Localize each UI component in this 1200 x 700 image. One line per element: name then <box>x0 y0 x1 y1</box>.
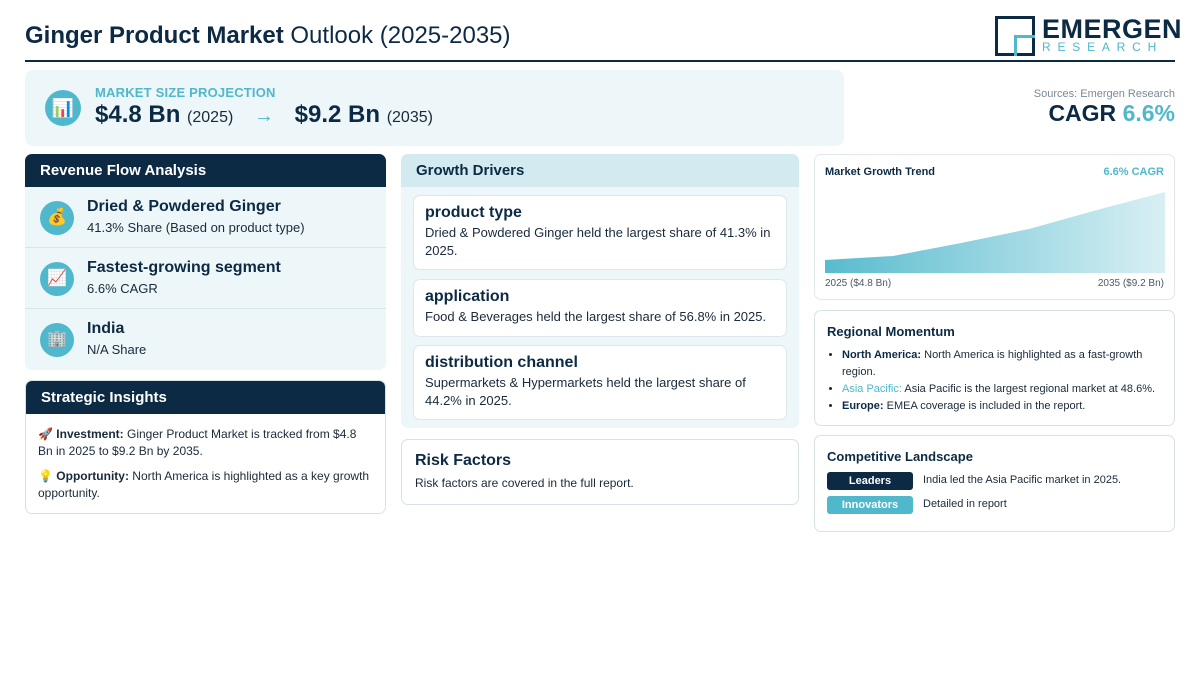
list-item: Asia Pacific: Asia Pacific is the larges… <box>842 381 1164 398</box>
row-text: Detailed in report <box>923 498 1007 510</box>
driver-title: product type <box>425 204 522 221</box>
list-item: 💰 Dried & Powdered Ginger 41.3% Share (B… <box>25 187 386 248</box>
trend-start-label: 2025 ($4.8 Bn) <box>825 278 892 289</box>
cagr-label: CAGR <box>1048 100 1117 126</box>
leaders-badge: Leaders <box>827 472 913 490</box>
page-title: Ginger Product Market Outlook (2025-2035… <box>25 22 511 49</box>
growth-drivers-panel: Growth Drivers product type Dried & Powd… <box>401 154 799 428</box>
list-item: Europe: EMEA coverage is included in the… <box>842 398 1164 415</box>
projection-values: $4.8 Bn (2025) → $9.2 Bn (2035) <box>95 101 433 129</box>
emergen-logo[interactable]: EMERGEN RESEARCH <box>995 14 1182 56</box>
driver-card: application Food & Beverages held the la… <box>413 279 787 337</box>
competitor-row: Leaders India led the Asia Pacific marke… <box>827 472 1167 490</box>
driver-card: distribution channel Supermarkets & Hype… <box>413 345 787 420</box>
panel-title: Regional Momentum <box>827 324 955 339</box>
cagr-summary: CAGR 6.6% <box>1048 100 1175 127</box>
arrow-right-icon: → <box>253 105 274 127</box>
panel-title: Strategic Insights <box>26 381 385 414</box>
row-text: India led the Asia Pacific market in 202… <box>923 474 1122 486</box>
item-subtitle: 6.6% CAGR <box>87 281 158 296</box>
driver-text: Supermarkets & Hypermarkets held the lar… <box>425 375 746 408</box>
lightbulb-icon: 💡 <box>38 469 53 483</box>
trend-up-icon: 📈 <box>40 262 74 296</box>
money-bag-icon: 💰 <box>40 201 74 235</box>
list-item: 🏢 India N/A Share <box>25 309 386 370</box>
item-title: Dried & Powdered Ginger <box>87 198 281 215</box>
regional-momentum-panel: Regional Momentum North America: North A… <box>814 310 1175 426</box>
growth-area-chart <box>825 192 1165 273</box>
market-growth-trend-panel: Market Growth Trend 6.6% CAGR 2025 ($4.8… <box>814 154 1175 300</box>
list-item: North America: North America is highligh… <box>842 347 1164 381</box>
list-item: 📈 Fastest-growing segment 6.6% CAGR <box>25 248 386 309</box>
driver-card: product type Dried & Powdered Ginger hel… <box>413 195 787 270</box>
building-icon: 🏢 <box>40 323 74 357</box>
revenue-flow-panel: Revenue Flow Analysis 💰 Dried & Powdered… <box>25 154 386 370</box>
end-year: (2035) <box>386 109 433 126</box>
item-subtitle: N/A Share <box>87 342 147 357</box>
end-value: $9.2 Bn <box>294 101 381 128</box>
growth-area <box>825 192 1165 273</box>
item-title: Fastest-growing segment <box>87 259 281 276</box>
panel-title: Revenue Flow Analysis <box>25 154 386 187</box>
risk-text: Risk factors are covered in the full rep… <box>415 476 634 490</box>
competitive-landscape-panel: Competitive Landscape Leaders India led … <box>814 435 1175 532</box>
item-subtitle: 41.3% Share (Based on product type) <box>87 220 305 235</box>
driver-title: distribution channel <box>425 354 578 371</box>
driver-title: application <box>425 288 510 305</box>
logo-subtitle: RESEARCH <box>1042 40 1164 54</box>
strategic-insights-panel: Strategic Insights 🚀 Investment: Ginger … <box>25 380 386 514</box>
page-header: Ginger Product Market Outlook (2025-2035… <box>25 12 1182 62</box>
region-list: North America: North America is highligh… <box>842 347 1164 415</box>
driver-text: Dried & Powdered Ginger held the largest… <box>425 225 771 258</box>
panel-title: Competitive Landscape <box>827 449 973 464</box>
logo-wordmark: EMERGEN <box>1042 14 1183 44</box>
trend-end-label: 2035 ($9.2 Bn) <box>1097 278 1164 289</box>
market-size-projection: 📊 MARKET SIZE PROJECTION $4.8 Bn (2025) … <box>25 70 844 146</box>
driver-text: Food & Beverages held the largest share … <box>425 309 767 324</box>
trend-cagr: 6.6% CAGR <box>1103 166 1164 178</box>
competitor-row: Innovators Detailed in report <box>827 496 1167 514</box>
risk-factors-panel: Risk Factors Risk factors are covered in… <box>401 439 799 505</box>
item-title: India <box>87 320 125 337</box>
rocket-icon: 🚀 <box>38 427 53 441</box>
sources-note: Sources: Emergen Research <box>1033 88 1175 100</box>
panel-title: Risk Factors <box>415 452 512 469</box>
bar-chart-icon: 📊 <box>45 90 81 126</box>
projection-label: MARKET SIZE PROJECTION <box>95 85 276 100</box>
insight-opportunity: 💡 Opportunity: North America is highligh… <box>38 469 370 500</box>
logo-mark-icon <box>995 16 1035 56</box>
innovators-badge: Innovators <box>827 496 913 514</box>
insight-investment: 🚀 Investment: Ginger Product Market is t… <box>38 427 357 458</box>
trend-title: Market Growth Trend <box>825 166 936 178</box>
start-year: (2025) <box>187 109 234 126</box>
panel-title: Growth Drivers <box>401 154 799 187</box>
cagr-value: 6.6% <box>1122 100 1175 126</box>
start-value: $4.8 Bn <box>95 101 181 128</box>
